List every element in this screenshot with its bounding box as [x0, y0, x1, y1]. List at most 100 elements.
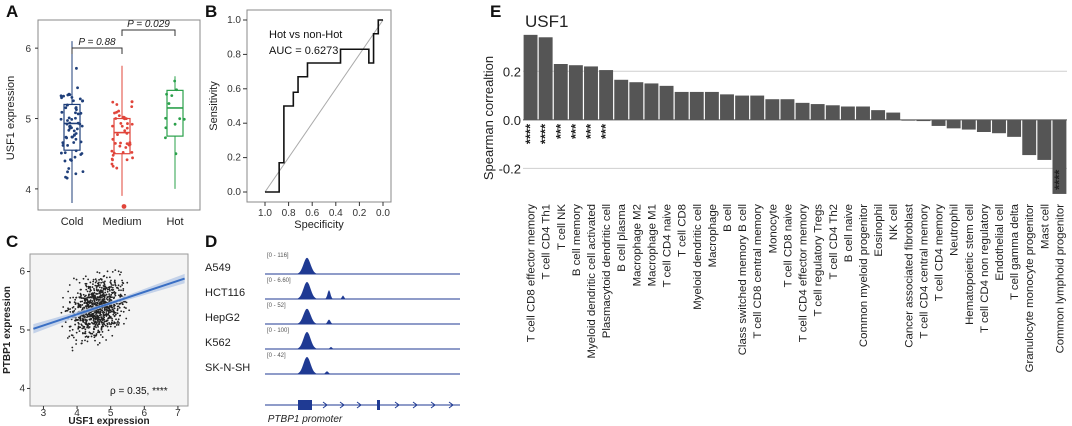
data-point	[109, 323, 111, 326]
data-point	[97, 300, 100, 302]
data-point	[114, 325, 116, 328]
y-tick-label: 6	[19, 267, 25, 278]
data-point	[94, 339, 96, 342]
data-point	[120, 124, 124, 128]
data-point	[106, 290, 109, 293]
data-point	[72, 296, 75, 299]
data-point	[106, 308, 108, 311]
bar	[584, 66, 598, 120]
data-point	[103, 323, 106, 326]
bar	[704, 91, 719, 120]
data-point	[83, 316, 86, 319]
bar	[961, 119, 976, 130]
data-point	[165, 92, 168, 96]
data-point	[111, 291, 113, 294]
data-point	[111, 124, 114, 128]
bar	[553, 64, 568, 120]
data-point	[170, 94, 174, 98]
data-point	[109, 296, 112, 299]
data-point	[65, 176, 69, 180]
data-point	[118, 289, 120, 292]
data-point	[87, 287, 90, 290]
data-point	[110, 288, 113, 291]
gene-exon-marker	[377, 400, 380, 410]
data-point	[104, 288, 107, 291]
data-point	[118, 144, 122, 148]
data-point	[98, 292, 101, 295]
data-point	[93, 288, 95, 290]
data-point	[94, 278, 97, 281]
data-point	[68, 93, 72, 96]
data-point	[95, 322, 98, 325]
data-point	[98, 331, 101, 333]
data-point	[67, 167, 71, 170]
data-point	[78, 97, 82, 101]
box-cold	[63, 103, 81, 151]
outlier-point	[121, 204, 127, 209]
data-point	[86, 313, 88, 316]
x-axis-label: USF1 expression	[68, 416, 149, 426]
data-point	[100, 294, 103, 297]
data-point	[90, 293, 93, 296]
data-point	[99, 311, 102, 313]
data-point	[68, 329, 71, 332]
data-point	[85, 288, 88, 291]
data-point	[113, 311, 116, 313]
data-point	[113, 279, 116, 282]
data-point	[110, 162, 114, 166]
bar	[825, 105, 840, 120]
data-point	[79, 292, 82, 295]
data-point	[71, 310, 74, 313]
data-point	[97, 343, 99, 346]
data-point	[120, 310, 123, 313]
category-label: T cell CD8	[677, 204, 689, 257]
category-label: Hematopoietic stem cell	[964, 204, 976, 325]
y-tick-label: -0.2	[499, 161, 521, 176]
data-point	[102, 325, 104, 327]
data-point	[117, 320, 119, 323]
data-point	[82, 293, 85, 296]
data-point	[117, 318, 120, 321]
data-point	[119, 121, 123, 125]
data-point	[109, 298, 112, 301]
data-point	[122, 287, 125, 290]
data-point	[75, 127, 79, 131]
data-point	[68, 121, 72, 125]
regression-line	[33, 277, 185, 330]
data-point	[71, 334, 74, 337]
data-point	[70, 135, 74, 139]
data-point	[83, 299, 86, 302]
data-point	[60, 110, 64, 114]
data-point	[79, 153, 83, 156]
data-point	[116, 133, 119, 137]
bar	[1052, 119, 1067, 194]
data-point	[110, 286, 113, 288]
data-point	[107, 313, 109, 316]
data-point	[116, 312, 119, 315]
data-point	[117, 287, 119, 290]
data-point	[66, 119, 69, 122]
data-point	[72, 336, 75, 339]
data-point	[108, 305, 111, 308]
data-point	[112, 284, 114, 287]
category-label: Eosinophil	[873, 204, 885, 257]
x-tick-label: 0.2	[352, 208, 366, 219]
data-point	[72, 129, 76, 133]
data-point	[76, 86, 79, 90]
bar	[538, 37, 553, 120]
data-point	[80, 124, 84, 128]
category-label: T cell CD8 effector memory	[526, 204, 538, 343]
data-point	[93, 311, 96, 314]
data-point	[71, 349, 74, 352]
data-point	[115, 103, 119, 106]
data-point	[110, 149, 114, 153]
data-point	[76, 292, 79, 294]
data-point	[81, 303, 84, 306]
data-point	[85, 305, 88, 308]
bar	[992, 119, 1006, 134]
bar	[931, 119, 946, 126]
data-point	[75, 278, 78, 281]
track-range: [0 - 100]	[267, 328, 289, 334]
track-range: [0 - 42]	[267, 353, 286, 359]
x-tick-label: 3	[41, 408, 47, 419]
